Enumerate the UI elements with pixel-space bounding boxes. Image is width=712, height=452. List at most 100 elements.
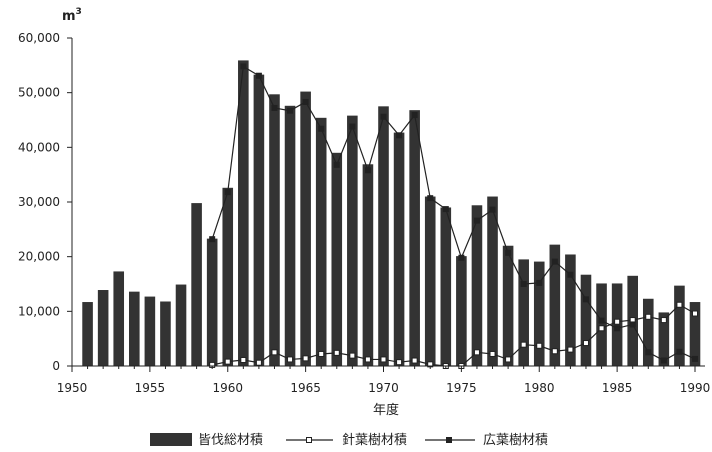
data-point bbox=[614, 318, 621, 325]
bar bbox=[253, 74, 265, 367]
series-line bbox=[211, 65, 696, 362]
bar bbox=[611, 283, 623, 366]
legend-label-clear-cut-total: 皆伐総材積 bbox=[198, 433, 263, 448]
bar bbox=[222, 187, 234, 366]
line-series-conifer bbox=[209, 301, 698, 369]
x-tick-label: 1970 bbox=[368, 381, 399, 395]
data-point bbox=[427, 195, 434, 202]
y-tick-label: 10,000 bbox=[18, 304, 60, 318]
data-point bbox=[551, 258, 558, 265]
x-tick-label: 1950 bbox=[57, 381, 88, 395]
data-point bbox=[458, 254, 465, 261]
data-point bbox=[660, 357, 667, 364]
bar bbox=[191, 203, 202, 366]
data-point bbox=[287, 356, 294, 363]
bar bbox=[409, 110, 420, 366]
data-point bbox=[676, 301, 683, 308]
legend-marker-conifer bbox=[306, 437, 312, 443]
x-axis-title: 年度 bbox=[373, 402, 399, 418]
legend: 皆伐総材積 針葉樹材積 広葉樹材積 bbox=[150, 433, 548, 448]
data-point bbox=[614, 325, 621, 332]
data-point bbox=[660, 317, 667, 324]
bar bbox=[284, 105, 296, 366]
data-point bbox=[505, 249, 512, 256]
bar bbox=[160, 301, 171, 366]
data-point bbox=[240, 63, 247, 70]
data-point bbox=[489, 206, 496, 213]
x-tick-labels: 1950 1955 1960 1965 1970 1975 1980 1985 1990 bbox=[57, 366, 711, 395]
bar bbox=[362, 164, 374, 366]
x-tick-label: 1990 bbox=[680, 381, 711, 395]
data-point bbox=[333, 161, 340, 168]
bar bbox=[549, 244, 561, 366]
data-point bbox=[520, 281, 527, 287]
data-point bbox=[380, 356, 387, 363]
plot-area: 0 10,000 20,000 30,000 40,000 50,000 60,000 19… bbox=[18, 31, 710, 395]
data-point bbox=[692, 310, 698, 317]
bar bbox=[113, 271, 125, 366]
data-point bbox=[505, 356, 512, 363]
data-point bbox=[567, 271, 574, 278]
data-point bbox=[240, 356, 247, 363]
y-tick-labels: 0 10,000 20,000 30,000 40,000 50,000 60,000 bbox=[18, 31, 60, 373]
data-point bbox=[676, 348, 683, 355]
data-point bbox=[364, 167, 371, 174]
bar bbox=[674, 285, 685, 366]
bar bbox=[129, 291, 140, 366]
bar bbox=[658, 312, 670, 366]
bar bbox=[580, 274, 592, 366]
data-point bbox=[473, 349, 480, 356]
bar bbox=[689, 302, 701, 366]
legend-label-conifer: 針葉樹材積 bbox=[342, 433, 407, 448]
x-tick-label: 1985 bbox=[602, 381, 633, 395]
bar bbox=[487, 196, 498, 366]
data-point bbox=[396, 359, 403, 366]
data-point bbox=[318, 350, 325, 357]
data-point bbox=[598, 325, 605, 332]
legend-label-broadleaf: 広葉樹材積 bbox=[483, 433, 548, 448]
bar bbox=[378, 106, 389, 366]
bar bbox=[471, 205, 483, 366]
data-point bbox=[582, 296, 589, 303]
bar bbox=[502, 245, 514, 366]
data-point bbox=[473, 217, 480, 224]
bar bbox=[97, 290, 109, 366]
bar bbox=[300, 91, 311, 366]
data-point bbox=[318, 125, 325, 132]
x-tick-label: 1980 bbox=[524, 381, 555, 395]
y-tick-label: 50,000 bbox=[18, 86, 60, 100]
line-series-group bbox=[209, 63, 698, 369]
bar bbox=[331, 152, 343, 366]
bar bbox=[315, 117, 327, 367]
data-point bbox=[598, 317, 605, 324]
data-point bbox=[536, 342, 543, 349]
data-point bbox=[380, 113, 387, 120]
bar bbox=[533, 261, 545, 366]
data-point bbox=[645, 349, 652, 356]
data-point bbox=[224, 358, 231, 365]
y-tick-label: 20,000 bbox=[18, 250, 60, 264]
data-point bbox=[255, 359, 262, 366]
x-tick-label: 1975 bbox=[446, 381, 477, 395]
data-point bbox=[396, 132, 403, 139]
data-point bbox=[411, 112, 418, 119]
bar bbox=[393, 132, 405, 366]
bar bbox=[565, 254, 576, 366]
bar bbox=[238, 60, 249, 367]
x-tick-label: 1960 bbox=[212, 381, 243, 395]
data-point bbox=[645, 313, 652, 320]
data-point bbox=[411, 357, 418, 364]
data-point bbox=[489, 350, 496, 357]
data-point bbox=[582, 340, 589, 347]
data-point bbox=[536, 279, 543, 286]
data-point bbox=[224, 189, 231, 196]
data-point bbox=[520, 341, 527, 348]
bar bbox=[175, 284, 187, 366]
y-unit-label: m3 bbox=[62, 7, 82, 24]
bar bbox=[456, 256, 467, 366]
line-series-broadleaf bbox=[209, 63, 698, 364]
series-line bbox=[212, 304, 696, 367]
data-point bbox=[442, 206, 449, 213]
legend-marker-broadleaf bbox=[446, 437, 452, 443]
